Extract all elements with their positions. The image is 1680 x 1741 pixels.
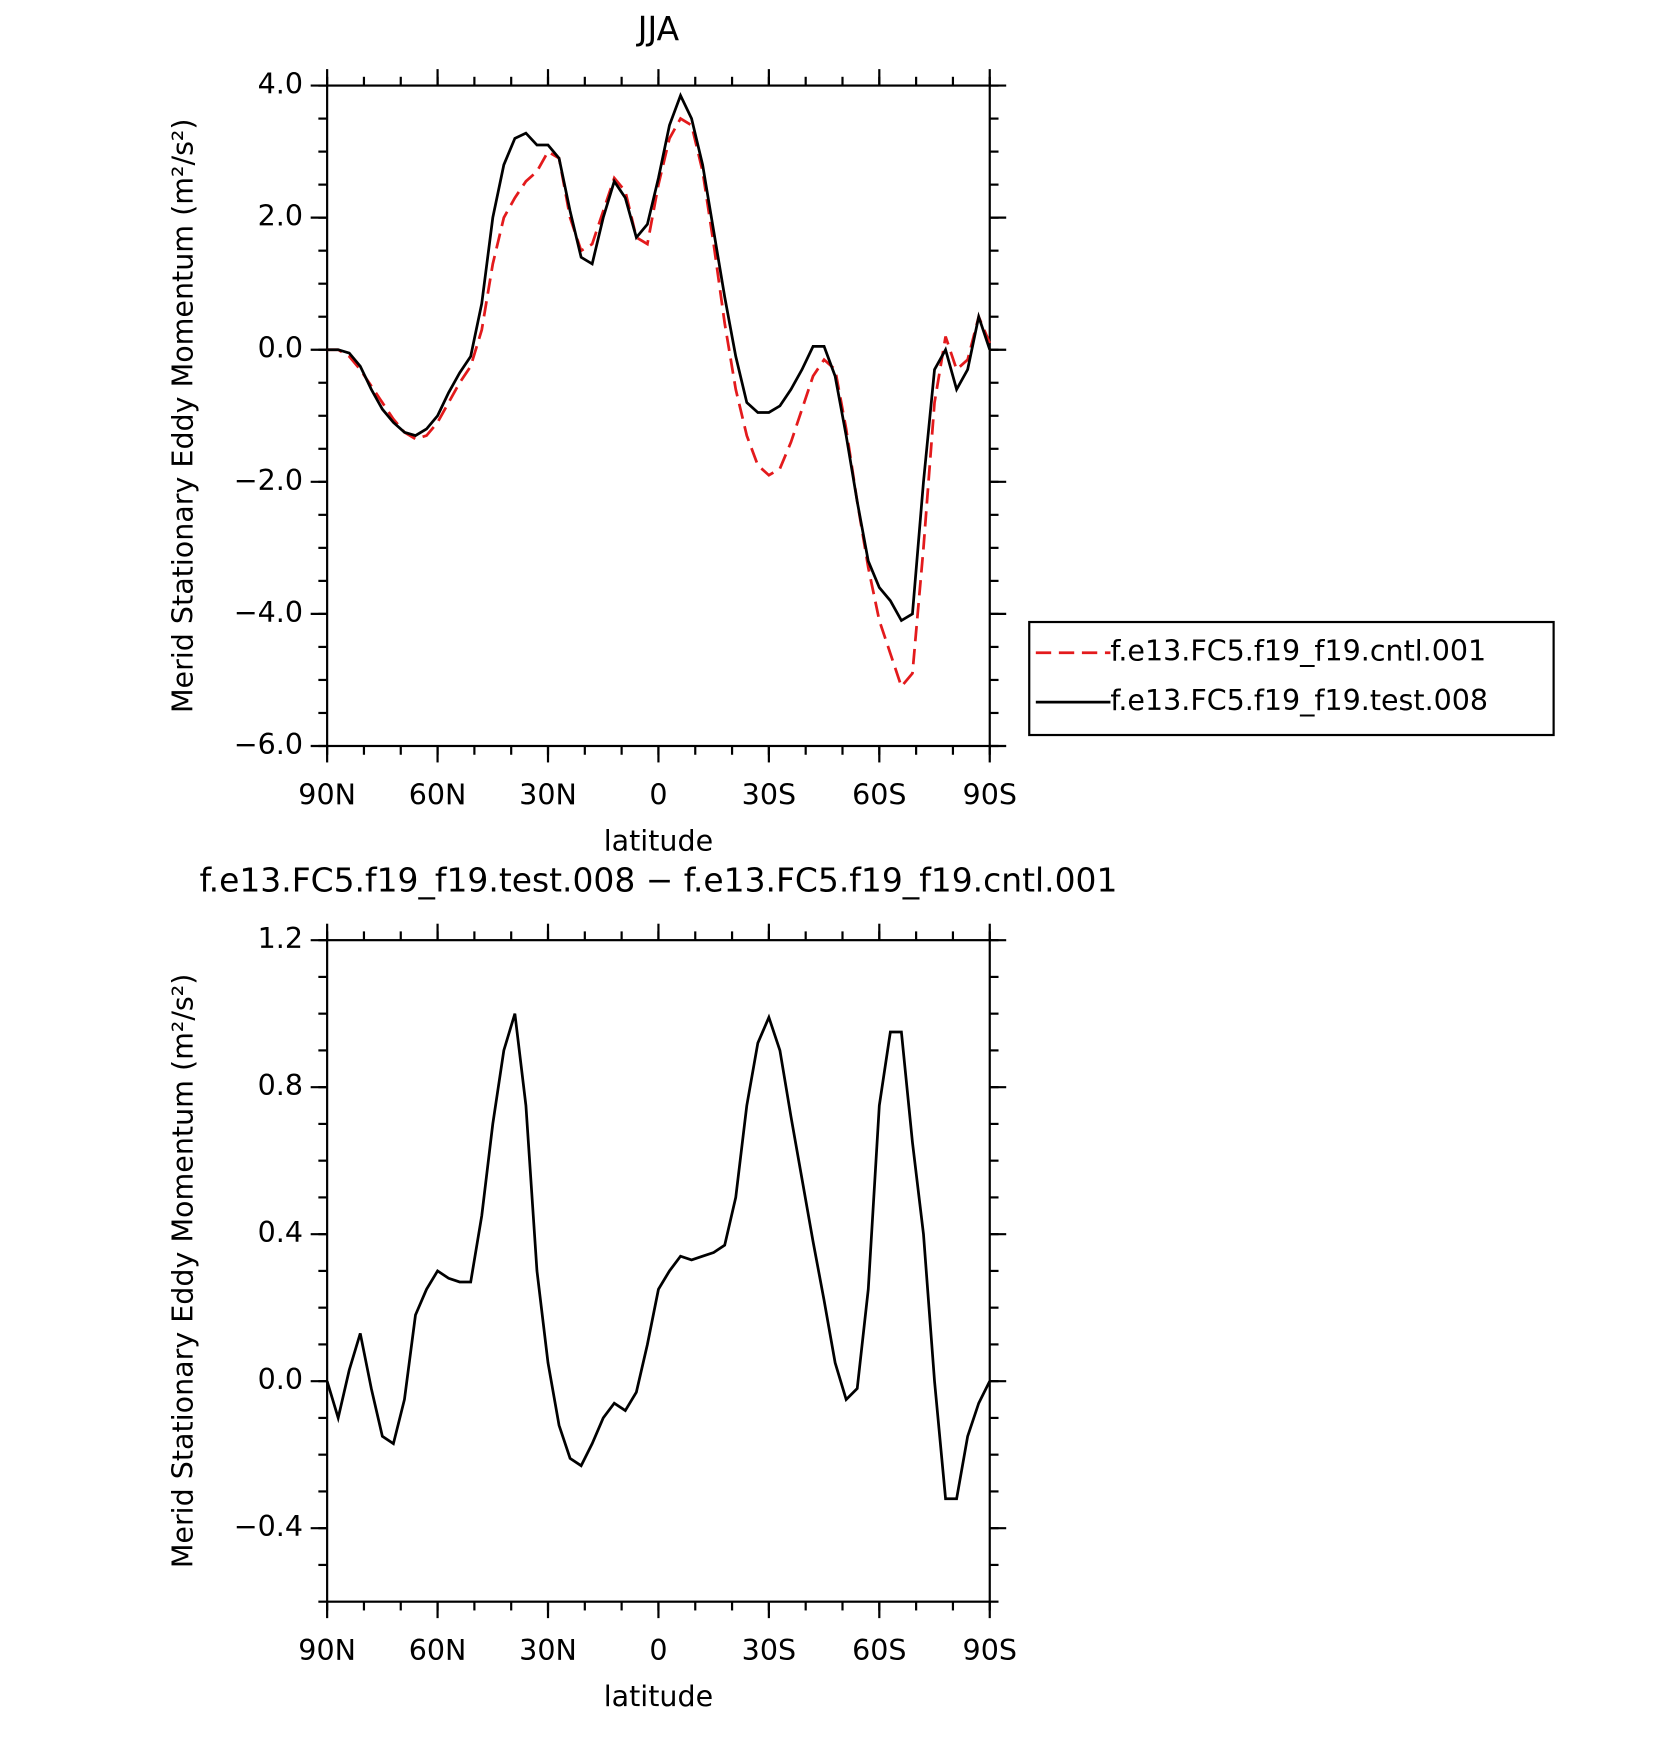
x-tick-label: 90S xyxy=(963,1634,1017,1667)
chart-title: JJA xyxy=(636,9,680,48)
x-tick-label: 60N xyxy=(409,1634,467,1667)
x-tick-label: 60S xyxy=(852,778,906,811)
x-tick-label: 30N xyxy=(519,778,577,811)
y-tick-label: −6.0 xyxy=(234,728,303,761)
y-tick-label: 2.0 xyxy=(258,200,303,233)
y-axis-label: Merid Stationary Eddy Momentum (m²/s²) xyxy=(167,974,200,1569)
legend-box xyxy=(1028,620,1555,737)
y-tick-label: −4.0 xyxy=(234,596,303,629)
legend-label: f.e13.FC5.f19_f19.cntl.001 xyxy=(1110,635,1486,668)
y-tick-label: −0.4 xyxy=(234,1510,303,1543)
y-tick-label: −2.0 xyxy=(234,464,303,497)
y-tick-label: 0.8 xyxy=(258,1069,303,1102)
data-line xyxy=(327,116,992,690)
x-tick-label: 90N xyxy=(298,1634,356,1667)
x-axis-label: latitude xyxy=(604,1680,713,1713)
x-tick-label: 60S xyxy=(852,1634,906,1667)
x-tick-label: 30S xyxy=(742,1634,796,1667)
y-tick-label: 0.0 xyxy=(258,332,303,365)
data-line xyxy=(325,1013,991,1501)
y-tick-label: 0.0 xyxy=(258,1363,303,1396)
x-tick-label: 0 xyxy=(649,778,667,811)
x-tick-label: 60N xyxy=(409,778,467,811)
y-tick-label: 1.2 xyxy=(258,922,303,955)
data-line xyxy=(327,91,992,623)
y-tick-label: 0.4 xyxy=(258,1216,303,1249)
chart-title: f.e13.FC5.f19_f19.test.008 − f.e13.FC5.f… xyxy=(199,861,1117,900)
x-tick-label: 30S xyxy=(742,778,796,811)
x-axis-label: latitude xyxy=(604,825,713,858)
x-tick-label: 0 xyxy=(649,1634,667,1667)
plot-frame xyxy=(326,939,991,1603)
x-tick-label: 90N xyxy=(298,778,356,811)
x-tick-label: 30N xyxy=(519,1634,577,1667)
plot-frame xyxy=(326,84,991,748)
legend-label: f.e13.FC5.f19_f19.test.008 xyxy=(1110,684,1488,717)
y-tick-label: 4.0 xyxy=(258,68,303,101)
x-tick-label: 90S xyxy=(963,778,1017,811)
y-axis-label: Merid Stationary Eddy Momentum (m²/s²) xyxy=(167,119,200,714)
